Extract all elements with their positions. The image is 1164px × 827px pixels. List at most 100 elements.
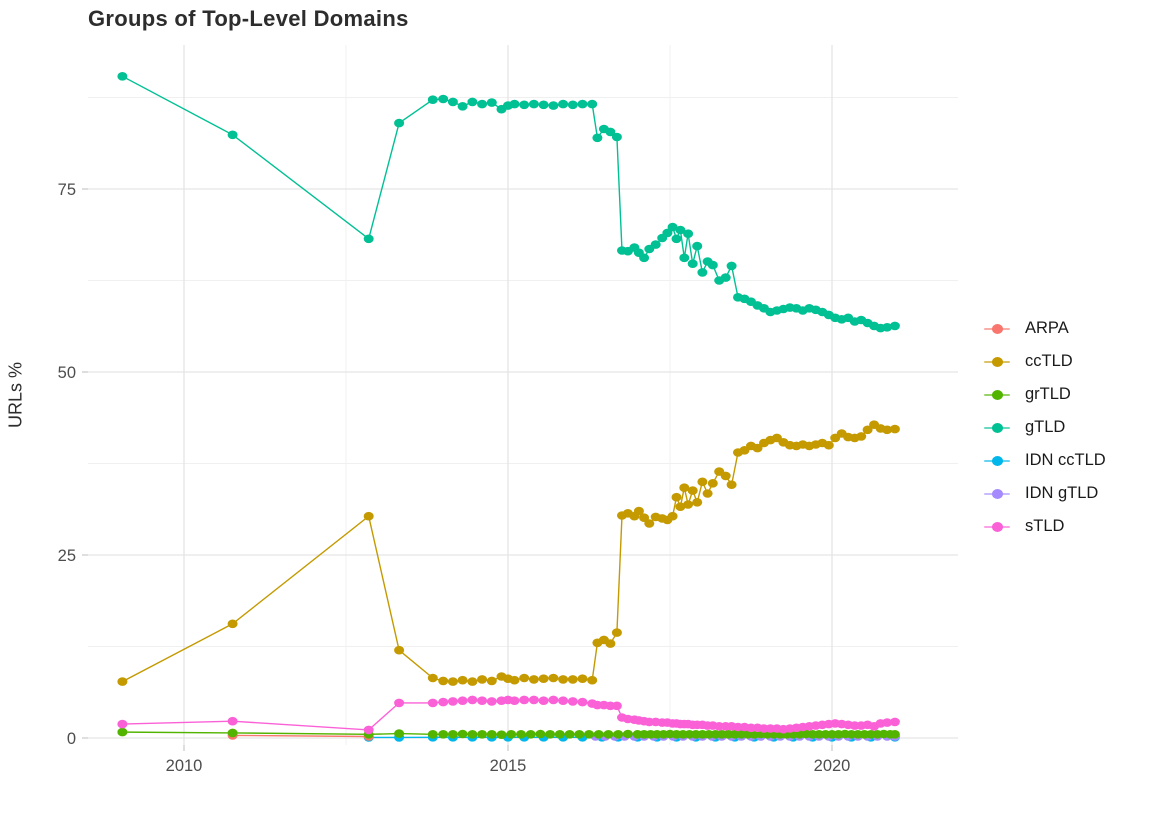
data-point	[227, 619, 238, 629]
data-point	[692, 241, 703, 251]
data-point	[702, 489, 713, 498]
data-point	[538, 696, 549, 705]
data-point	[447, 697, 458, 706]
data-point	[427, 95, 438, 104]
data-point	[457, 696, 468, 705]
series-line	[232, 734, 369, 738]
data-point	[496, 730, 507, 739]
data-point	[394, 645, 405, 655]
data-point	[117, 727, 128, 737]
data-point	[394, 729, 405, 738]
data-point	[477, 696, 488, 705]
data-point	[707, 479, 718, 488]
data-point	[574, 730, 585, 739]
data-point	[667, 511, 678, 521]
data-point	[882, 718, 893, 727]
data-point	[639, 253, 650, 263]
data-point	[564, 730, 575, 739]
data-point	[427, 673, 438, 683]
data-point	[726, 480, 737, 490]
data-point	[477, 99, 488, 109]
data-point	[720, 273, 731, 282]
data-point	[587, 99, 598, 109]
data-point	[363, 234, 374, 244]
legend-key-icon	[984, 389, 1010, 401]
data-point	[447, 677, 458, 686]
data-point	[467, 730, 478, 739]
legend-label: grTLD	[1025, 385, 1071, 403]
data-point	[447, 97, 458, 107]
data-point	[486, 98, 497, 107]
data-point	[486, 730, 497, 739]
data-point	[650, 240, 661, 249]
data-point	[427, 698, 438, 708]
data-point	[519, 100, 530, 110]
data-point	[538, 100, 549, 110]
data-point	[856, 432, 867, 441]
data-point	[117, 72, 128, 81]
data-point	[486, 676, 497, 686]
data-point	[528, 695, 539, 705]
data-point	[679, 483, 690, 493]
data-point	[477, 730, 488, 739]
data-point	[605, 127, 616, 137]
series-sTLD	[117, 695, 900, 735]
data-point	[633, 506, 644, 516]
legend-key-icon	[984, 455, 1010, 467]
legend-label: ccTLD	[1025, 352, 1073, 370]
data-point	[457, 102, 468, 111]
legend-key-icon	[984, 323, 1010, 335]
data-point	[519, 673, 530, 683]
grid-major	[88, 45, 958, 745]
data-point	[567, 675, 578, 684]
data-point	[438, 94, 449, 104]
data-point	[577, 697, 588, 707]
data-point	[567, 100, 578, 110]
x-axis-tick-labels: 2010 2015 2020	[166, 757, 851, 775]
data-point	[558, 696, 569, 705]
data-point	[611, 628, 622, 637]
data-point	[862, 425, 873, 435]
data-point	[726, 261, 737, 271]
legend-key-icon	[984, 521, 1010, 533]
data-point	[363, 511, 374, 521]
data-point	[667, 222, 678, 232]
data-point	[525, 730, 536, 739]
data-point	[545, 730, 556, 739]
data-point	[467, 97, 478, 107]
series-ccTLD	[117, 420, 900, 686]
data-point	[675, 225, 686, 235]
data-point	[509, 675, 520, 685]
axis-ticks	[82, 188, 833, 751]
data-point	[613, 730, 624, 739]
data-point	[457, 729, 468, 739]
data-point	[363, 725, 374, 735]
y-axis-tick-labels: 0 25 50 75	[58, 181, 76, 748]
data-point	[558, 675, 569, 684]
data-point	[662, 228, 673, 238]
data-point	[644, 519, 655, 528]
data-point	[584, 730, 594, 739]
legend-item-ARPA: ARPA	[984, 312, 1106, 345]
data-point	[622, 729, 633, 739]
legend-label: IDN ccTLD	[1025, 451, 1106, 469]
legend-item-ccTLD: ccTLD	[984, 345, 1106, 378]
data-point	[438, 730, 449, 739]
data-point	[117, 677, 128, 686]
legend-label: ARPA	[1025, 319, 1069, 337]
data-point	[687, 486, 698, 495]
data-point	[671, 234, 682, 244]
data-point	[603, 730, 614, 739]
data-point	[535, 729, 546, 739]
data-point	[509, 99, 520, 109]
data-point	[394, 118, 405, 128]
x-tick-label: 2015	[490, 757, 527, 775]
data-point	[486, 697, 497, 706]
data-point	[117, 719, 128, 729]
data-point	[823, 440, 834, 450]
data-point	[889, 321, 900, 331]
y-tick-label: 50	[58, 364, 76, 382]
legend-key-icon	[984, 422, 1010, 434]
grid-minor	[88, 45, 958, 745]
